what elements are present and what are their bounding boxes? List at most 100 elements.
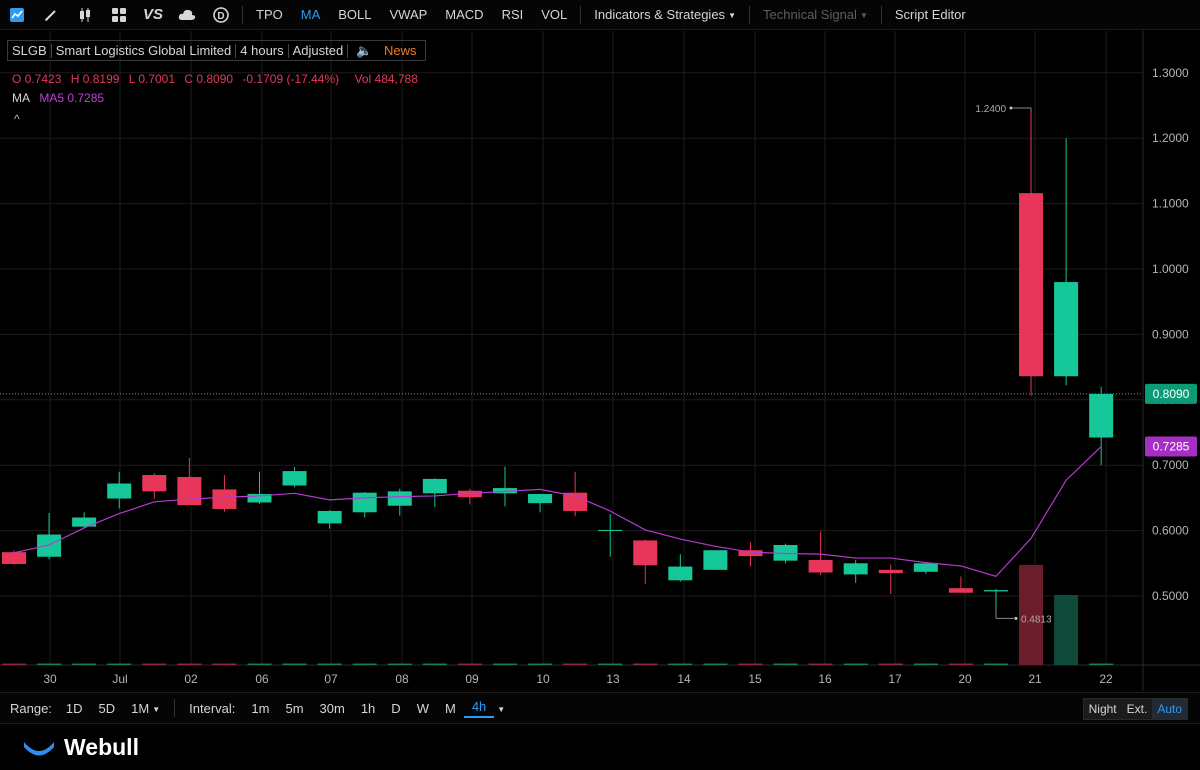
- interval-d[interactable]: D: [391, 700, 401, 716]
- draw-pen-icon[interactable]: [34, 0, 68, 30]
- interval-4h[interactable]: 4h: [463, 699, 495, 718]
- volume-bar: [107, 663, 132, 665]
- interval-5m[interactable]: 5m: [285, 700, 304, 716]
- tab-vol[interactable]: VOL: [541, 7, 568, 22]
- interval-label: Interval:: [189, 700, 236, 716]
- x-tick-label: 06: [255, 672, 269, 686]
- dividend-icon[interactable]: D: [204, 0, 238, 30]
- low-marker-dot: [1014, 616, 1018, 620]
- candle-body[interactable]: [913, 563, 938, 572]
- bottom-bar: Range: 1D 5D 1M ▼ Interval: 1m 5m 30m 1h …: [0, 692, 1200, 724]
- collapse-chevron-icon[interactable]: ^: [14, 112, 20, 126]
- low-marker-label: 0.4813: [1021, 614, 1052, 625]
- candle-body[interactable]: [1089, 393, 1114, 438]
- indicators-strategies-dropdown[interactable]: Indicators & Strategies ▼: [585, 7, 745, 22]
- candle-body[interactable]: [633, 540, 658, 566]
- cloud-icon[interactable]: [170, 0, 204, 30]
- volume-bar: [913, 663, 938, 665]
- candlestick-chart[interactable]: 0.50000.60000.70000.80000.90001.00001.10…: [0, 31, 1200, 691]
- script-editor-button[interactable]: Script Editor: [894, 7, 966, 22]
- candle-body[interactable]: [387, 491, 412, 506]
- candle-body[interactable]: [703, 550, 728, 570]
- y-tick-label: 1.3000: [1152, 66, 1189, 80]
- legend-divider: [287, 43, 289, 58]
- candle-body[interactable]: [247, 493, 272, 503]
- compare-vs-icon[interactable]: VS: [136, 0, 170, 30]
- last-price-tag-bg: [1145, 383, 1197, 404]
- candle-body[interactable]: [773, 544, 798, 561]
- chevron-down-icon: ▼: [152, 704, 161, 714]
- extended-hours-button[interactable]: Ext.: [1121, 699, 1153, 719]
- volume-bar: [668, 663, 693, 665]
- interval-1h[interactable]: 1h: [360, 700, 376, 716]
- candle-body[interactable]: [282, 471, 307, 486]
- tab-macd[interactable]: MACD: [445, 7, 484, 22]
- candle-body[interactable]: [948, 588, 973, 593]
- candle-body[interactable]: [212, 489, 237, 510]
- candle-body[interactable]: [317, 510, 342, 524]
- candle-body[interactable]: [808, 560, 833, 573]
- ma-legend[interactable]: MA MA5 0.7285: [12, 91, 104, 105]
- ma5-line: [13, 446, 1102, 578]
- candle-body[interactable]: [107, 483, 132, 499]
- volume-bar: [1019, 565, 1044, 665]
- candle-body[interactable]: [598, 529, 623, 531]
- y-tick-label: 1.0000: [1152, 262, 1189, 276]
- tab-ma[interactable]: MA: [300, 7, 321, 22]
- indicators-label: Indicators & Strategies: [594, 7, 726, 22]
- candle-body[interactable]: [843, 563, 868, 575]
- candle-body[interactable]: [2, 552, 26, 564]
- candle-body[interactable]: [878, 569, 903, 574]
- symbol-legend: SLGB Smart Logistics Global Limited 4 ho…: [7, 40, 426, 61]
- range-1d[interactable]: 1D: [65, 700, 83, 716]
- candle-body[interactable]: [983, 590, 1008, 592]
- tab-vwap[interactable]: VWAP: [389, 7, 428, 22]
- volume-bar: [352, 663, 377, 665]
- range-5d[interactable]: 5D: [98, 700, 116, 716]
- candle-body[interactable]: [72, 517, 97, 527]
- x-tick-label: 02: [184, 672, 198, 686]
- x-tick-label: 09: [465, 672, 479, 686]
- candle-body[interactable]: [142, 475, 167, 492]
- tab-boll[interactable]: BOLL: [338, 7, 372, 22]
- tab-tpo[interactable]: TPO: [256, 7, 283, 22]
- candle-body[interactable]: [457, 490, 482, 498]
- candle-body[interactable]: [352, 492, 377, 513]
- interval-30m[interactable]: 30m: [319, 700, 345, 716]
- candle-body[interactable]: [37, 534, 62, 557]
- candle-body[interactable]: [422, 478, 447, 494]
- interval-m[interactable]: M: [444, 700, 456, 716]
- candlestick-icon[interactable]: [68, 0, 102, 30]
- volume-bar: [598, 663, 623, 665]
- candle-body[interactable]: [528, 493, 553, 504]
- adjusted-label[interactable]: Adjusted: [292, 43, 344, 58]
- candle-body[interactable]: [563, 492, 588, 511]
- auto-mode-button[interactable]: Auto: [1152, 699, 1187, 719]
- layout-grid-icon[interactable]: [102, 0, 136, 30]
- volume-bar: [37, 663, 62, 665]
- symbol-ticker: SLGB: [12, 43, 47, 58]
- interval-1m[interactable]: 1m: [251, 700, 270, 716]
- news-button[interactable]: 🔈 News: [348, 43, 424, 59]
- candle-body[interactable]: [738, 550, 763, 557]
- candle-body[interactable]: [1054, 282, 1079, 377]
- interval-dropdown-icon[interactable]: ▼: [494, 701, 513, 716]
- candle-body[interactable]: [492, 488, 517, 494]
- x-tick-label: 13: [606, 672, 620, 686]
- tab-rsi[interactable]: RSI: [501, 7, 524, 22]
- chart-area[interactable]: 0.50000.60000.70000.80000.90001.00001.10…: [0, 31, 1200, 691]
- chart-type-icon[interactable]: [0, 0, 34, 30]
- news-label: News: [384, 42, 417, 58]
- high-value: H 0.8199: [70, 72, 120, 86]
- night-mode-button[interactable]: Night: [1083, 699, 1122, 719]
- range-1m-dropdown[interactable]: 1M ▼: [123, 701, 168, 716]
- volume-bar: [282, 663, 307, 665]
- candle-body[interactable]: [1019, 193, 1044, 377]
- candle-body[interactable]: [668, 566, 693, 581]
- toolbar-divider: [880, 5, 882, 24]
- interval-w[interactable]: W: [416, 700, 429, 716]
- y-tick-label: 1.2000: [1152, 131, 1189, 145]
- candle-body[interactable]: [177, 476, 202, 506]
- volume-bar: [212, 663, 237, 665]
- technical-signal-dropdown[interactable]: Technical Signal ▼: [754, 7, 877, 22]
